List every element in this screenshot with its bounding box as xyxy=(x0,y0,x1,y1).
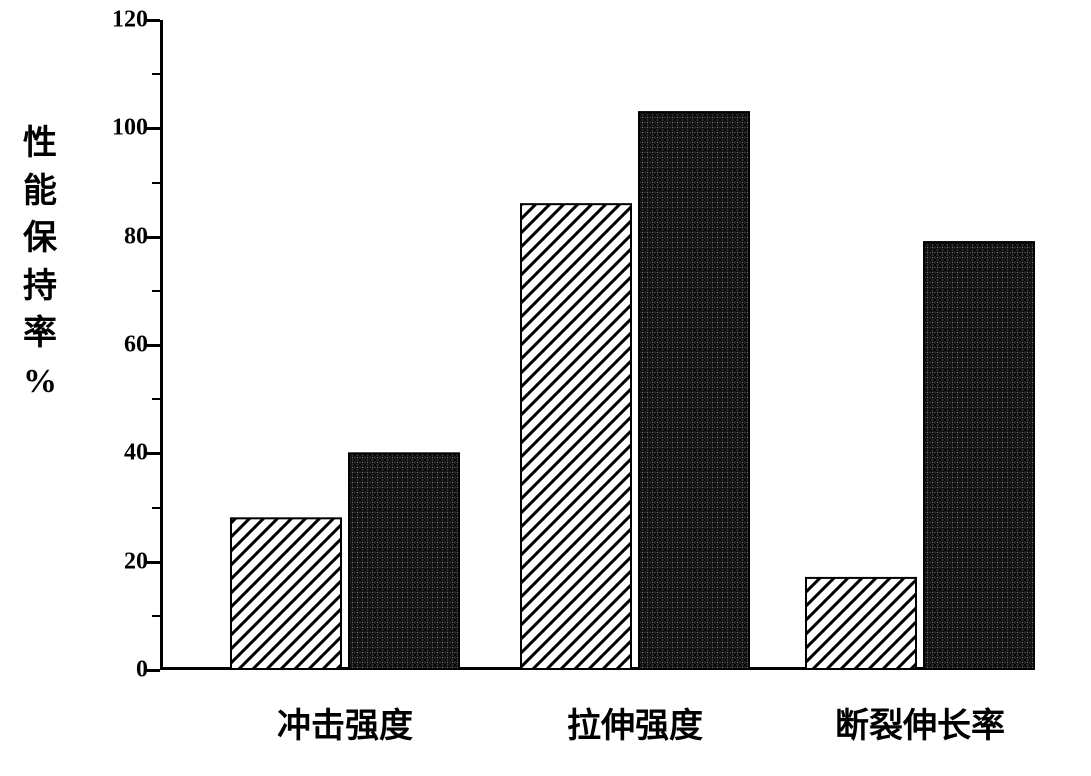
y-tick-minor xyxy=(152,73,160,75)
bar-series-b xyxy=(924,242,1034,669)
y-tick-major xyxy=(146,127,160,130)
y-tick-label: 0 xyxy=(88,657,148,684)
y-tick-label: 40 xyxy=(88,440,148,467)
y-tick-label: 20 xyxy=(88,548,148,575)
ylabel-char: % xyxy=(20,358,60,406)
bar-chart-figure: 性 能 保 持 率 % 0 20 40 60 80 100 120 xyxy=(0,0,1091,776)
y-tick-label: 120 xyxy=(88,7,148,34)
bar-series-b xyxy=(639,112,749,669)
ylabel-char: 持 xyxy=(20,263,60,311)
y-axis-label: 性 能 保 持 率 % xyxy=(20,120,60,406)
y-tick-major xyxy=(146,452,160,455)
y-tick-minor xyxy=(152,290,160,292)
x-axis-category-label: 断裂伸长率 xyxy=(835,698,1005,747)
plot-area: 020406080100120 冲击强度拉伸强度断裂伸长率 xyxy=(160,20,1020,670)
x-axis-category-label: 拉伸强度 xyxy=(567,698,703,747)
bar-series-b xyxy=(349,453,459,669)
bars-layer xyxy=(160,20,1020,670)
y-tick-label: 80 xyxy=(88,223,148,250)
y-tick-major xyxy=(146,561,160,564)
y-tick-minor xyxy=(152,398,160,400)
y-tick-major xyxy=(146,669,160,672)
bar-series-a xyxy=(806,578,916,669)
y-tick-label: 100 xyxy=(88,115,148,142)
y-tick-minor xyxy=(152,615,160,617)
y-tick-major xyxy=(146,19,160,22)
y-tick-major xyxy=(146,236,160,239)
ylabel-char: 保 xyxy=(20,215,60,263)
y-tick-minor xyxy=(152,507,160,509)
ylabel-char: 能 xyxy=(20,168,60,216)
y-tick-minor xyxy=(152,182,160,184)
y-tick-major xyxy=(146,344,160,347)
x-axis-category-label: 冲击强度 xyxy=(277,698,413,747)
y-tick-label: 60 xyxy=(88,332,148,359)
bar-series-a xyxy=(521,204,631,669)
ylabel-char: 率 xyxy=(20,310,60,358)
bar-series-a xyxy=(231,518,341,669)
ylabel-char: 性 xyxy=(20,120,60,168)
